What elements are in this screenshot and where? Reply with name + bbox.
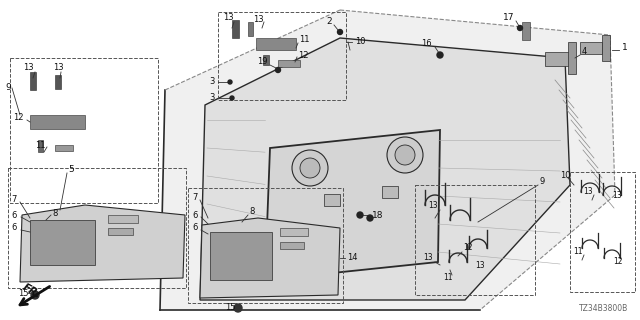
Text: 12: 12 — [463, 244, 473, 252]
Text: 2: 2 — [326, 18, 332, 27]
Circle shape — [300, 158, 320, 178]
Text: 13: 13 — [583, 188, 593, 196]
Bar — [8, 168, 186, 288]
Text: 13: 13 — [22, 63, 33, 73]
Text: 16: 16 — [421, 38, 432, 47]
Bar — [30, 72, 36, 90]
Text: 9: 9 — [5, 84, 11, 92]
Text: 9: 9 — [540, 178, 545, 187]
Bar — [30, 220, 95, 265]
Circle shape — [357, 212, 363, 218]
Polygon shape — [200, 218, 340, 298]
Circle shape — [31, 291, 39, 299]
Text: 1: 1 — [622, 44, 628, 52]
Bar — [108, 215, 138, 223]
Text: TZ34B3800B: TZ34B3800B — [579, 304, 628, 313]
Bar — [263, 55, 269, 65]
Bar — [232, 20, 239, 38]
Bar — [415, 185, 535, 295]
Bar — [10, 58, 158, 203]
Bar — [188, 188, 343, 303]
Text: 15: 15 — [225, 303, 236, 313]
Bar — [30, 115, 85, 129]
Bar — [248, 22, 253, 36]
Bar — [278, 60, 300, 67]
Text: 19: 19 — [257, 58, 268, 67]
Bar — [55, 75, 61, 89]
Text: 10: 10 — [560, 171, 570, 180]
Text: 6: 6 — [192, 223, 198, 233]
Circle shape — [395, 145, 415, 165]
Bar — [280, 228, 308, 236]
Text: 13: 13 — [475, 261, 485, 270]
Text: 14: 14 — [347, 253, 358, 262]
Text: 7: 7 — [12, 196, 17, 204]
Polygon shape — [265, 130, 440, 280]
Circle shape — [292, 150, 328, 186]
Text: 12: 12 — [613, 258, 623, 267]
Circle shape — [367, 215, 373, 221]
Bar — [570, 172, 635, 292]
Text: 13: 13 — [428, 201, 438, 210]
Text: 10: 10 — [355, 37, 365, 46]
Circle shape — [387, 137, 423, 173]
Bar — [256, 38, 296, 50]
Circle shape — [230, 96, 234, 100]
Polygon shape — [20, 205, 185, 282]
Bar — [324, 194, 340, 206]
Text: 18: 18 — [372, 211, 383, 220]
Polygon shape — [200, 38, 570, 300]
Bar — [382, 186, 398, 198]
Bar — [55, 145, 73, 151]
Text: 3: 3 — [210, 93, 215, 102]
Polygon shape — [160, 10, 615, 310]
Text: 13: 13 — [223, 13, 234, 22]
Circle shape — [228, 80, 232, 84]
Circle shape — [337, 29, 342, 35]
Bar — [108, 228, 133, 235]
Bar — [545, 52, 573, 66]
Text: 6: 6 — [12, 223, 17, 233]
Text: 8: 8 — [52, 209, 58, 218]
Bar — [568, 42, 576, 74]
Bar — [602, 35, 610, 61]
Bar — [280, 242, 304, 249]
Text: 11: 11 — [299, 36, 309, 44]
Text: 4: 4 — [582, 47, 588, 57]
Text: 13: 13 — [423, 253, 433, 262]
Text: 8: 8 — [250, 207, 255, 217]
Text: 6: 6 — [192, 211, 198, 220]
Bar — [218, 12, 346, 100]
Text: 13: 13 — [253, 14, 263, 23]
Bar — [522, 22, 530, 40]
Text: 17: 17 — [502, 13, 514, 22]
Text: 11: 11 — [444, 274, 452, 283]
Bar — [210, 232, 272, 280]
Text: 6: 6 — [12, 211, 17, 220]
Text: 11: 11 — [35, 140, 45, 149]
Circle shape — [518, 26, 522, 30]
Text: 11: 11 — [573, 247, 583, 257]
Circle shape — [275, 68, 280, 73]
Text: 13: 13 — [52, 63, 63, 73]
Bar — [580, 42, 602, 54]
Circle shape — [234, 304, 242, 312]
Text: 7: 7 — [192, 194, 198, 203]
Text: 15: 15 — [18, 289, 29, 298]
Text: 3: 3 — [210, 77, 215, 86]
Text: 5: 5 — [68, 165, 74, 174]
Text: FR.: FR. — [21, 282, 43, 300]
Text: 13: 13 — [612, 190, 622, 199]
Circle shape — [437, 52, 443, 58]
Bar — [38, 140, 43, 152]
Text: 12: 12 — [298, 51, 308, 60]
Text: 12: 12 — [13, 114, 23, 123]
